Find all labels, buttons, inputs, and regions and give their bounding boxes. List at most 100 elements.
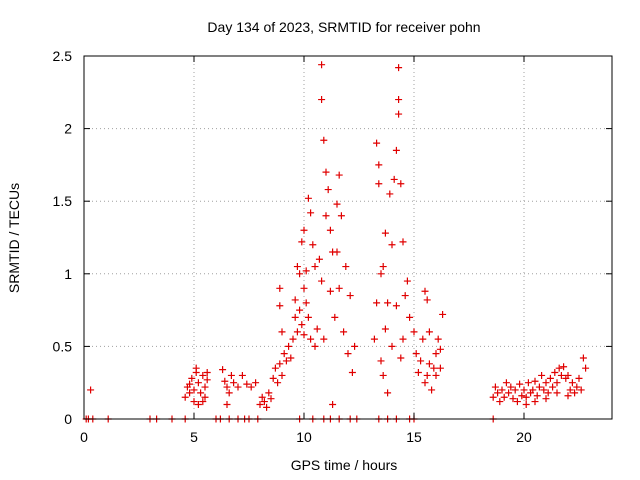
data-point-marker <box>555 364 563 372</box>
data-point-marker <box>535 383 543 391</box>
data-point-marker <box>575 374 583 382</box>
data-point-marker <box>230 379 238 387</box>
data-point-marker <box>395 110 403 118</box>
x-tick-label: 5 <box>190 429 198 445</box>
data-point-marker <box>271 364 279 372</box>
data-point-marker <box>291 296 299 304</box>
data-point-marker <box>496 398 504 406</box>
data-point-marker <box>190 398 198 406</box>
data-point-marker <box>375 161 383 169</box>
data-point-marker <box>322 168 330 176</box>
data-point-marker <box>423 371 431 379</box>
data-point-marker <box>377 357 385 365</box>
data-point-marker <box>293 263 301 271</box>
y-tick-label: 2 <box>64 121 72 137</box>
data-point-marker <box>542 395 550 403</box>
data-point-marker <box>329 400 337 408</box>
data-point-marker <box>311 342 319 350</box>
data-point-marker <box>298 321 306 329</box>
data-point-marker <box>540 386 548 394</box>
data-point-marker <box>511 386 519 394</box>
data-point-marker <box>386 190 394 198</box>
data-point-marker <box>417 357 425 365</box>
x-tick-label: 15 <box>406 429 422 445</box>
data-point-marker <box>225 389 233 397</box>
data-point-marker <box>542 379 550 387</box>
data-point-marker <box>186 389 194 397</box>
y-tick-label: 0.5 <box>53 338 73 354</box>
data-point-marker <box>293 328 301 336</box>
data-point-marker <box>186 380 194 388</box>
data-point-marker <box>296 306 304 314</box>
data-point-marker <box>258 393 266 401</box>
data-point-marker <box>505 389 513 397</box>
data-point-marker <box>188 374 196 382</box>
data-point-marker <box>546 374 554 382</box>
data-point-marker <box>399 238 407 246</box>
y-tick-label: 0 <box>64 411 72 427</box>
data-point-marker <box>529 386 537 394</box>
plot-frame <box>83 55 613 420</box>
data-point-marker <box>247 383 255 391</box>
data-point-marker <box>432 350 440 358</box>
data-point-marker <box>538 371 546 379</box>
data-point-marker <box>395 96 403 104</box>
x-tick-label: 0 <box>80 429 88 445</box>
data-point-marker <box>331 313 339 321</box>
data-point-marker <box>425 360 433 368</box>
data-point-marker <box>500 393 508 401</box>
data-point-marker <box>201 393 209 401</box>
data-point-marker <box>243 380 251 388</box>
chart-title: Day 134 of 2023, SRMTID for receiver poh… <box>207 19 480 35</box>
data-point-marker <box>373 299 381 307</box>
data-point-marker <box>333 248 341 256</box>
data-point-marker <box>489 393 497 401</box>
data-point-marker <box>326 226 334 234</box>
data-point-marker <box>348 369 356 377</box>
data-point-marker <box>278 328 286 336</box>
data-point-marker <box>498 386 506 394</box>
data-point-marker <box>414 369 422 377</box>
data-point-marker <box>201 383 209 391</box>
data-point-marker <box>518 392 526 400</box>
data-point-marker <box>564 371 572 379</box>
data-point-marker <box>384 389 392 397</box>
x-tick-label: 10 <box>296 429 312 445</box>
data-point-marker <box>379 263 387 271</box>
data-point-marker <box>313 325 321 333</box>
data-point-marker <box>291 313 299 321</box>
data-point-marker <box>579 354 587 362</box>
data-point-marker <box>289 335 297 343</box>
data-point-marker <box>320 136 328 144</box>
data-point-marker <box>406 313 414 321</box>
data-point-marker <box>403 277 411 285</box>
y-tick-label: 1.5 <box>53 193 73 209</box>
data-point-marker <box>278 371 286 379</box>
data-point-marker <box>509 395 517 403</box>
data-point-marker <box>491 383 499 391</box>
data-point-marker <box>421 379 429 387</box>
data-point-marker <box>410 328 418 336</box>
data-point-marker <box>375 180 383 188</box>
data-point-marker <box>432 371 440 379</box>
data-point-marker <box>522 400 530 408</box>
data-point-marker <box>192 364 200 372</box>
data-point-marker <box>381 325 389 333</box>
data-point-marker <box>300 226 308 234</box>
data-point-marker <box>265 389 273 397</box>
data-point-marker <box>181 393 189 401</box>
data-point-marker <box>256 400 264 408</box>
data-point-marker <box>399 335 407 343</box>
data-point-marker <box>397 180 405 188</box>
data-point-marker <box>379 371 387 379</box>
data-point-marker <box>223 400 231 408</box>
data-point-marker <box>434 335 442 343</box>
data-point-marker <box>390 175 398 183</box>
data-point-marker <box>395 64 403 72</box>
data-point-marker <box>227 371 235 379</box>
data-point-marker <box>300 331 308 339</box>
data-point-marker <box>260 398 268 406</box>
data-point-marker <box>428 386 436 394</box>
data-point-marker <box>346 292 354 300</box>
